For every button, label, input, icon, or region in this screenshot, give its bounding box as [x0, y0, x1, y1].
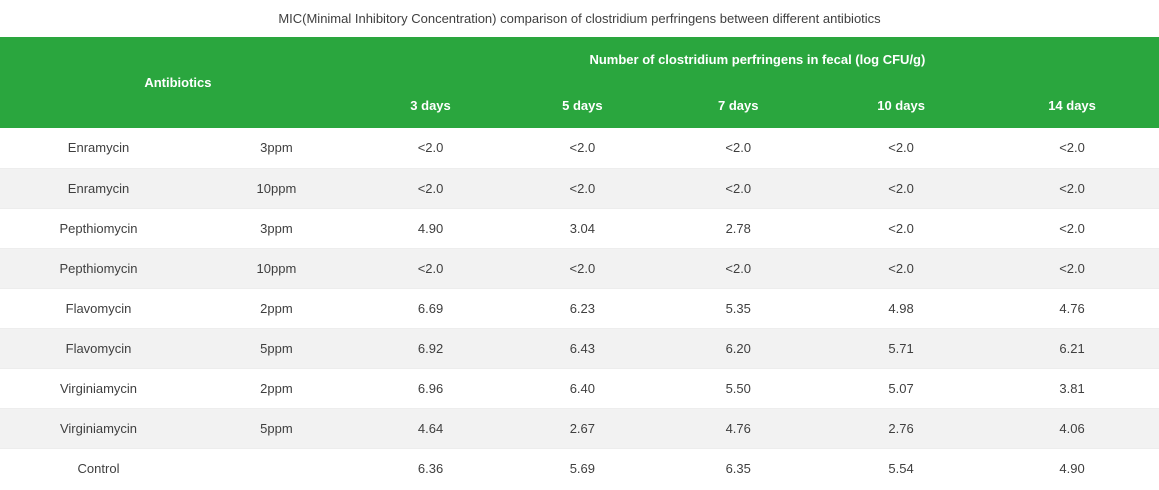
- value-cell: <2.0: [417, 140, 444, 156]
- value-cell: <2.0: [417, 180, 444, 196]
- value-cell: <2.0: [1059, 220, 1085, 236]
- value-cell: 4.76: [1059, 300, 1085, 316]
- table-row: Pepthiomycin 3ppm 4.90 3.04 2.78 <2.0 <2…: [0, 208, 1159, 248]
- value-cell: 4.64: [417, 420, 444, 436]
- value-cell: 6.92: [417, 340, 444, 356]
- dose-cell: [197, 448, 356, 488]
- antibiotic-name-cell: Flavomycin: [65, 300, 132, 316]
- value-cell: 6.23: [569, 300, 596, 316]
- table-row: Control 6.36 5.69 6.35 5.54 4.90: [0, 448, 1159, 488]
- value-cell: 2.76: [888, 420, 914, 436]
- table-row: Enramycin 3ppm <2.0 <2.0 <2.0 <2.0 <2.0: [0, 128, 1159, 168]
- value-cell: <2.0: [888, 260, 914, 276]
- value-cell: 6.43: [569, 340, 596, 356]
- antibiotic-name-cell: Virginiamycin: [59, 380, 138, 396]
- value-cell: 6.35: [725, 460, 751, 476]
- value-cell: <2.0: [725, 140, 752, 156]
- value-cell: <2.0: [569, 140, 596, 156]
- value-cell: 5.35: [725, 300, 751, 316]
- dose-cell: 2ppm: [260, 300, 293, 316]
- value-cell: 4.98: [888, 300, 914, 316]
- value-cell: <2.0: [1059, 180, 1085, 196]
- value-cell: <2.0: [417, 260, 444, 276]
- day-header-5: 5 days: [505, 82, 660, 128]
- table-row: Enramycin 10ppm <2.0 <2.0 <2.0 <2.0 <2.0: [0, 168, 1159, 208]
- table-row: Pepthiomycin 10ppm <2.0 <2.0 <2.0 <2.0 <…: [0, 248, 1159, 288]
- dose-cell: 3ppm: [260, 140, 293, 156]
- value-cell: 4.90: [417, 220, 444, 236]
- table-row: Virginiamycin 2ppm 6.96 6.40 5.50 5.07 3…: [0, 368, 1159, 408]
- page-title: MIC(Minimal Inhibitory Concentration) co…: [278, 11, 881, 26]
- dose-cell: 3ppm: [260, 220, 293, 236]
- value-cell: <2.0: [888, 220, 914, 236]
- value-cell: <2.0: [725, 180, 752, 196]
- value-cell: 6.36: [417, 460, 444, 476]
- header-days-row: 3 days 5 days 7 days 10 days 14 days: [0, 82, 1159, 128]
- value-cell: 5.50: [725, 380, 751, 396]
- value-cell: 6.40: [569, 380, 596, 396]
- dose-cell: 10ppm: [256, 180, 297, 196]
- table-row: Flavomycin 5ppm 6.92 6.43 6.20 5.71 6.21: [0, 328, 1159, 368]
- value-cell: 3.04: [569, 220, 596, 236]
- value-cell: <2.0: [569, 260, 596, 276]
- table-body: Enramycin 3ppm <2.0 <2.0 <2.0 <2.0 <2.0 …: [0, 128, 1159, 488]
- value-cell: 4.76: [725, 420, 751, 436]
- value-cell: 6.20: [725, 340, 751, 356]
- dose-cell: 10ppm: [256, 260, 297, 276]
- title-bar: MIC(Minimal Inhibitory Concentration) co…: [0, 0, 1159, 37]
- value-cell: <2.0: [888, 140, 914, 156]
- value-cell: 5.07: [888, 380, 914, 396]
- antibiotic-name-cell: Pepthiomycin: [59, 220, 138, 236]
- value-cell: 2.78: [725, 220, 751, 236]
- value-cell: 5.54: [888, 460, 914, 476]
- value-cell: 4.90: [1059, 460, 1085, 476]
- value-cell: 5.69: [569, 460, 596, 476]
- table-row: Flavomycin 2ppm 6.69 6.23 5.35 4.98 4.76: [0, 288, 1159, 328]
- header-group-row: Antibiotics Number of clostridium perfri…: [0, 37, 1159, 128]
- value-cell: <2.0: [888, 180, 914, 196]
- antibiotic-name-cell: Virginiamycin: [59, 420, 138, 436]
- day-header-10: 10 days: [817, 82, 986, 128]
- antibiotic-name-cell: Control: [77, 460, 120, 476]
- antibiotic-name-cell: Pepthiomycin: [59, 260, 138, 276]
- value-cell: <2.0: [725, 260, 752, 276]
- dose-cell: 2ppm: [260, 380, 293, 396]
- day-header-3: 3 days: [355, 82, 506, 128]
- dose-cell: 5ppm: [260, 420, 293, 436]
- antibiotics-group-header: Antibiotics: [0, 37, 356, 128]
- value-cell: 6.96: [417, 380, 444, 396]
- value-cell: <2.0: [1059, 260, 1085, 276]
- dose-cell: 5ppm: [260, 340, 293, 356]
- antibiotic-name-cell: Enramycin: [67, 180, 130, 196]
- table-header: Antibiotics Number of clostridium perfri…: [0, 37, 1159, 128]
- value-cell: 2.67: [569, 420, 596, 436]
- value-cell: 6.21: [1059, 340, 1085, 356]
- measurement-group-header: Number of clostridium perfringens in fec…: [355, 37, 1159, 82]
- value-cell: 5.71: [888, 340, 914, 356]
- table-row: Virginiamycin 5ppm 4.64 2.67 4.76 2.76 4…: [0, 408, 1159, 448]
- value-cell: <2.0: [1059, 140, 1085, 156]
- day-header-7: 7 days: [659, 82, 818, 128]
- value-cell: 4.06: [1059, 420, 1085, 436]
- antibiotics-mic-table: Antibiotics Number of clostridium perfri…: [0, 37, 1159, 488]
- antibiotic-name-cell: Flavomycin: [65, 340, 132, 356]
- value-cell: <2.0: [569, 180, 596, 196]
- day-header-14: 14 days: [985, 82, 1159, 128]
- value-cell: 6.69: [417, 300, 444, 316]
- antibiotic-name-cell: Enramycin: [67, 140, 130, 156]
- value-cell: 3.81: [1059, 380, 1085, 396]
